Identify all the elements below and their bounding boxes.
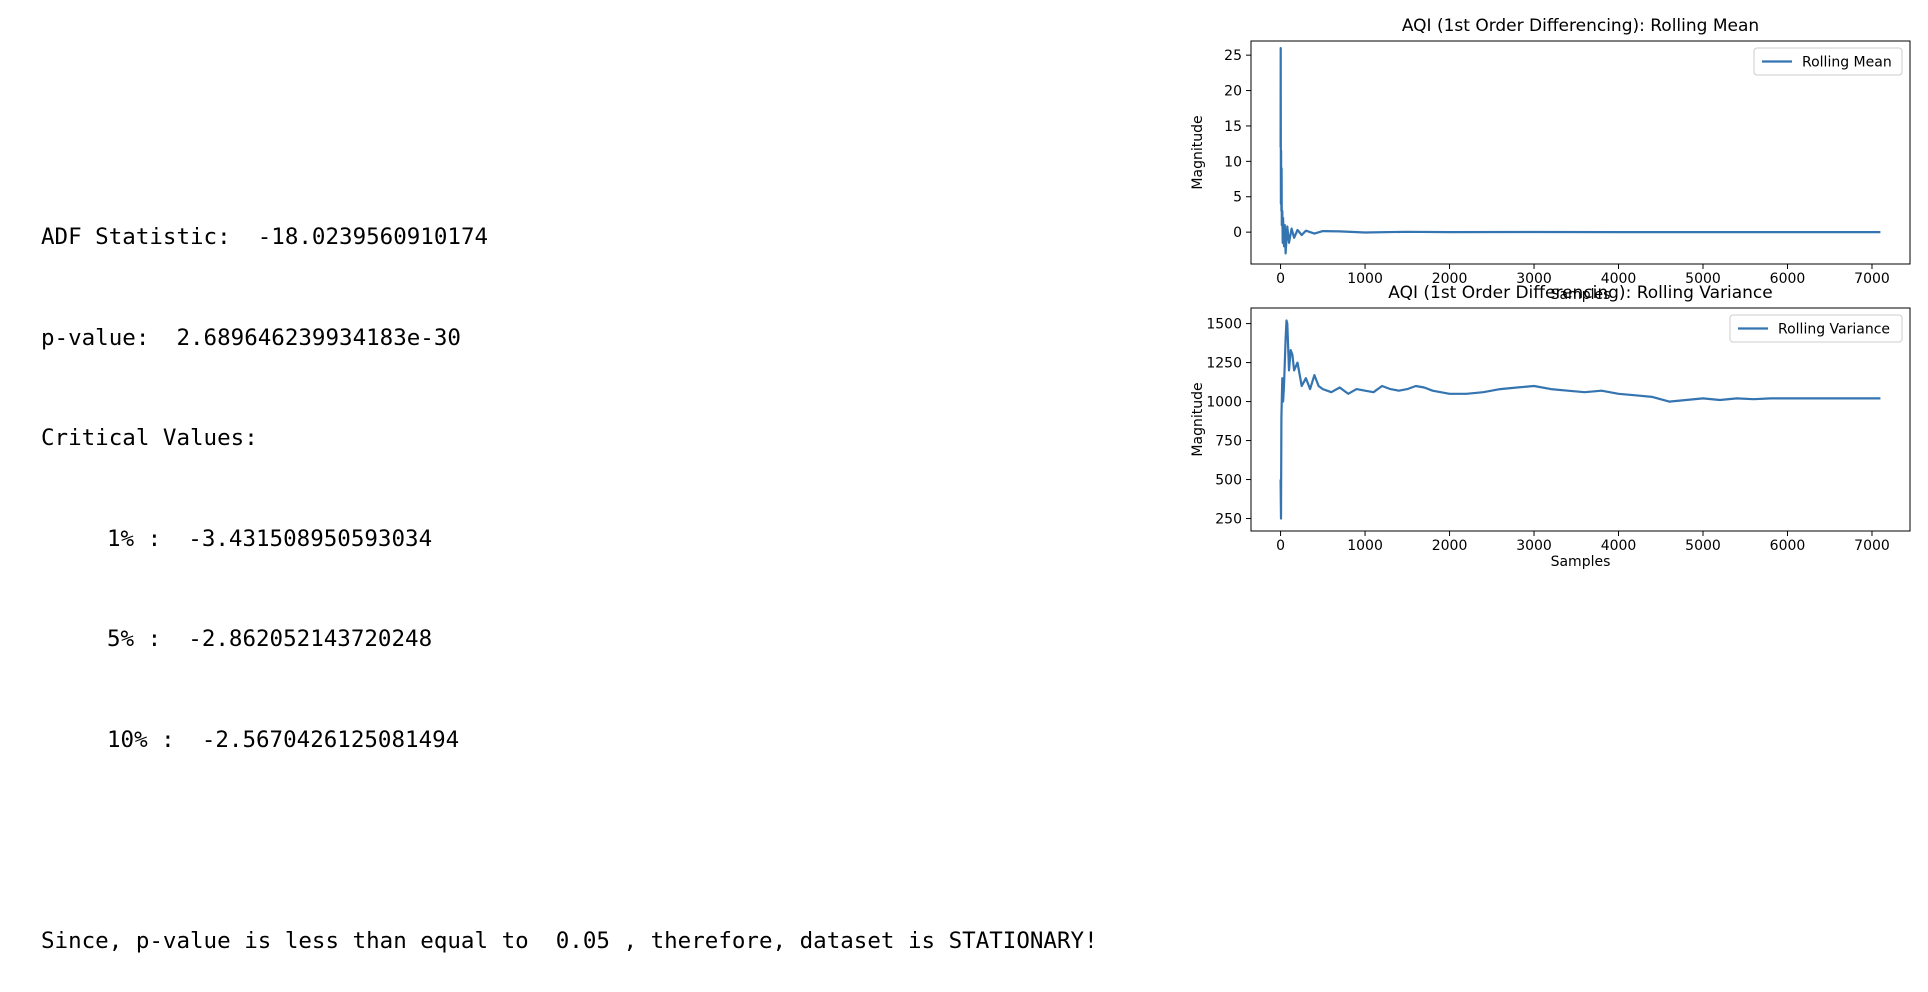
legend-box <box>1729 314 1903 343</box>
blank-line <box>41 824 1098 858</box>
y-tick-label: 750 <box>1215 434 1242 450</box>
y-tick-label: 500 <box>1215 473 1242 489</box>
p-value-label: p-value: <box>41 324 150 351</box>
y-tick-label: 1500 <box>1206 317 1242 333</box>
critical-value-5pct: 5% : -2.862052143720248 <box>107 626 433 652</box>
rolling-mean-chart: 0 1000 2000 3000 4000 5000 6000 7000 0 5 10 15 20 25 S… <box>1190 16 1911 303</box>
conclusion-prefix: Since, p-value is less than equal to <box>41 927 529 954</box>
y-axis-label: Magnitude <box>1190 382 1206 456</box>
x-tick-label: 6000 <box>1770 538 1806 554</box>
adf-statistic-value: -18.0239560910174 <box>257 224 489 250</box>
x-axis-label: Samples <box>1551 554 1611 570</box>
critical-key: 5% <box>107 626 135 652</box>
critical-value-10pct: 10% : -2.5670426125081494 <box>107 726 460 753</box>
plot-frame <box>1250 40 1911 265</box>
charts-figure: 0 1000 2000 3000 4000 5000 6000 70000510152025S… <box>1190 16 1911 570</box>
rolling-variance-chart: 0 1000 2000 3000 4000 5000 6000 7000 250 500 750 10… <box>1190 283 1911 570</box>
critical-key: 10% <box>107 726 148 753</box>
y-tick-label: 5 <box>1233 190 1242 206</box>
legend-label: Rolling Mean <box>1802 55 1892 71</box>
legend: Rolling Mean <box>1753 47 1903 76</box>
x-tick-label: 4000 <box>1601 271 1637 287</box>
critical-key: 1% <box>107 525 135 552</box>
legend-box <box>1753 47 1903 76</box>
x-tick-label: 4000 <box>1601 538 1637 554</box>
critical-values-heading: Critical Values: <box>41 425 258 451</box>
y-tick-label: 15 <box>1224 119 1242 135</box>
series-line <box>1279 46 1881 255</box>
y-tick-label: 1250 <box>1206 356 1242 372</box>
x-tick-label: 5000 <box>1685 271 1721 287</box>
plot-frame <box>1250 307 1911 532</box>
conclusion-threshold: 0.05 <box>555 927 610 954</box>
x-tick-label: 2000 <box>1432 538 1468 554</box>
chart-title: AQI (1st Order Differencing): Rolling Va… <box>1388 283 1772 303</box>
critical-value: -3.431508950593034 <box>188 525 433 552</box>
y-tick-label: 1000 <box>1206 395 1242 411</box>
x-tick-label: 5000 <box>1685 538 1721 554</box>
y-tick-label: 20 <box>1224 84 1242 100</box>
x-tick-label: 7000 <box>1854 538 1890 554</box>
y-tick-label: 0 <box>1233 225 1242 241</box>
y-axis-label: Magnitude <box>1190 115 1206 189</box>
legend-label: Rolling Variance <box>1778 322 1890 338</box>
x-tick-label: 2000 <box>1432 271 1468 287</box>
critical-value: -2.5670426125081494 <box>201 726 460 753</box>
x-tick-label: 3000 <box>1516 538 1552 554</box>
legend: Rolling Variance <box>1729 314 1903 343</box>
adf-statistic-label: ADF Statistic: <box>41 224 231 250</box>
x-tick-label: 0 <box>1276 538 1285 554</box>
critical-value-1pct: 1% : -3.431508950593034 <box>107 525 433 552</box>
x-tick-label: 6000 <box>1770 271 1806 287</box>
x-tick-label: 1000 <box>1347 538 1383 554</box>
conclusion-line: Since, p-value is less than equal to 0.0… <box>41 925 1098 959</box>
series-line <box>1279 319 1881 520</box>
x-tick-label: 0 <box>1276 271 1285 287</box>
x-tick-label: 1000 <box>1347 271 1383 287</box>
chart-title: AQI (1st Order Differencing): Rolling Me… <box>1402 16 1759 36</box>
p-value-value: 2.689646239934183e-30 <box>176 324 461 351</box>
p-value-line: p-value: 2.689646239934183e-30 <box>41 322 1098 356</box>
x-axis-label: Samples <box>1551 287 1611 303</box>
y-tick-label: 250 <box>1215 512 1242 528</box>
adf-statistic-line: ADF Statistic: -18.0239560910174 <box>41 221 1098 255</box>
x-tick-label: 7000 <box>1854 271 1890 287</box>
y-tick-label: 25 <box>1224 48 1242 64</box>
y-tick-label: 10 <box>1224 154 1242 170</box>
critical-value: -2.862052143720248 <box>188 626 433 652</box>
conclusion-suffix: , therefore, dataset is STATIONARY! <box>623 927 1098 954</box>
x-tick-label: 3000 <box>1516 271 1552 287</box>
